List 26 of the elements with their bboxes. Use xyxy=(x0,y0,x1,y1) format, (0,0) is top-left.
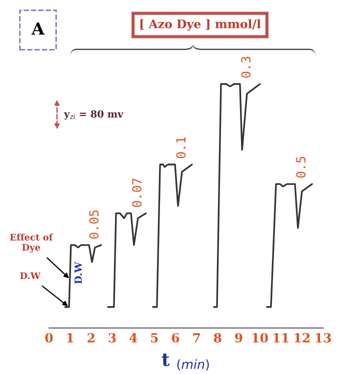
x-tick-label: 3 xyxy=(108,333,116,343)
x-axis-title: t $_{(min)}$ xyxy=(162,354,209,371)
annotation: Effect of Dye xyxy=(10,234,54,253)
annotation: 0.5 xyxy=(296,156,306,178)
x-tick-label: 11 xyxy=(274,333,288,342)
chart-title: [ Azo Dye ] mmol/l xyxy=(140,19,261,31)
x-tick-label: 13 xyxy=(316,333,331,343)
x-tick-label: 0 xyxy=(45,333,53,343)
x-tick-label: 1 xyxy=(67,333,74,342)
x-tick-label: 7 xyxy=(193,333,200,342)
annotation: 0.1 xyxy=(176,137,186,158)
x-tick-label: 9 xyxy=(235,333,242,343)
annotation: D.W xyxy=(74,262,82,284)
annotation: 0.05 xyxy=(89,210,99,239)
x-tick-label: 8 xyxy=(214,333,222,343)
x-tick-label: 10 xyxy=(252,333,268,343)
x-tick-label: 4 xyxy=(129,333,138,342)
annotation: D.W xyxy=(20,272,41,280)
text: A xyxy=(31,22,45,35)
annotation: 0.3 xyxy=(241,56,251,78)
x-tick-label: 5 xyxy=(151,333,158,343)
x-tick-label: 6 xyxy=(172,333,180,343)
x-tick-label: 2 xyxy=(88,333,94,342)
annotation: 0.07 xyxy=(132,178,142,207)
annotation: y$_{zi}$ = 80 mv xyxy=(64,110,124,120)
x-tick-label: 12 xyxy=(294,333,310,342)
